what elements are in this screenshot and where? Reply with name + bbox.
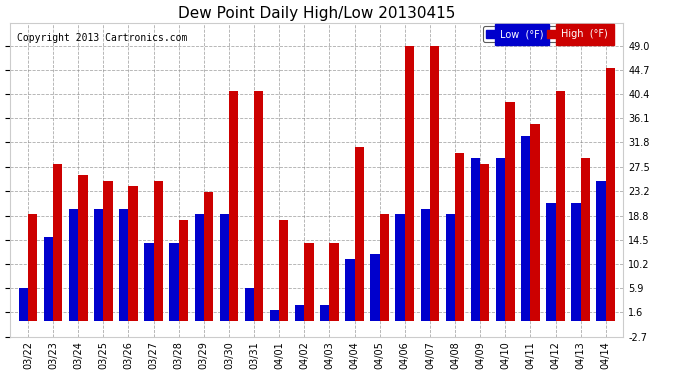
Bar	[270, 310, 279, 321]
Bar	[279, 220, 288, 321]
Bar	[179, 220, 188, 321]
Bar	[446, 214, 455, 321]
Bar	[254, 91, 264, 321]
Bar	[380, 214, 389, 321]
Bar	[104, 181, 112, 321]
Bar	[320, 304, 329, 321]
Bar	[555, 91, 565, 321]
Bar	[430, 46, 440, 321]
Bar	[94, 209, 104, 321]
Bar	[154, 181, 163, 321]
Bar	[295, 304, 304, 321]
Bar	[480, 164, 489, 321]
Bar	[229, 91, 238, 321]
Bar	[44, 237, 53, 321]
Bar	[471, 158, 480, 321]
Bar	[195, 214, 204, 321]
Bar	[521, 136, 531, 321]
Bar	[329, 243, 339, 321]
Bar	[53, 164, 62, 321]
Bar	[170, 243, 179, 321]
Bar	[371, 254, 380, 321]
Bar	[580, 158, 590, 321]
Bar	[531, 124, 540, 321]
Bar	[69, 209, 78, 321]
Bar	[505, 102, 515, 321]
Bar	[245, 288, 254, 321]
Bar	[606, 68, 615, 321]
Bar	[405, 46, 414, 321]
Bar	[596, 181, 606, 321]
Legend: Low  (°F), High  (°F): Low (°F), High (°F)	[483, 26, 611, 42]
Bar	[546, 203, 555, 321]
Text: Copyright 2013 Cartronics.com: Copyright 2013 Cartronics.com	[17, 33, 187, 42]
Bar	[119, 209, 128, 321]
Bar	[28, 214, 37, 321]
Bar	[78, 175, 88, 321]
Title: Dew Point Daily High/Low 20130415: Dew Point Daily High/Low 20130415	[178, 6, 455, 21]
Bar	[421, 209, 430, 321]
Bar	[204, 192, 213, 321]
Bar	[345, 260, 355, 321]
Bar	[355, 147, 364, 321]
Bar	[19, 288, 28, 321]
Bar	[571, 203, 580, 321]
Bar	[304, 243, 314, 321]
Bar	[496, 158, 505, 321]
Bar	[128, 186, 138, 321]
Bar	[219, 214, 229, 321]
Bar	[455, 153, 464, 321]
Bar	[395, 214, 405, 321]
Bar	[144, 243, 154, 321]
